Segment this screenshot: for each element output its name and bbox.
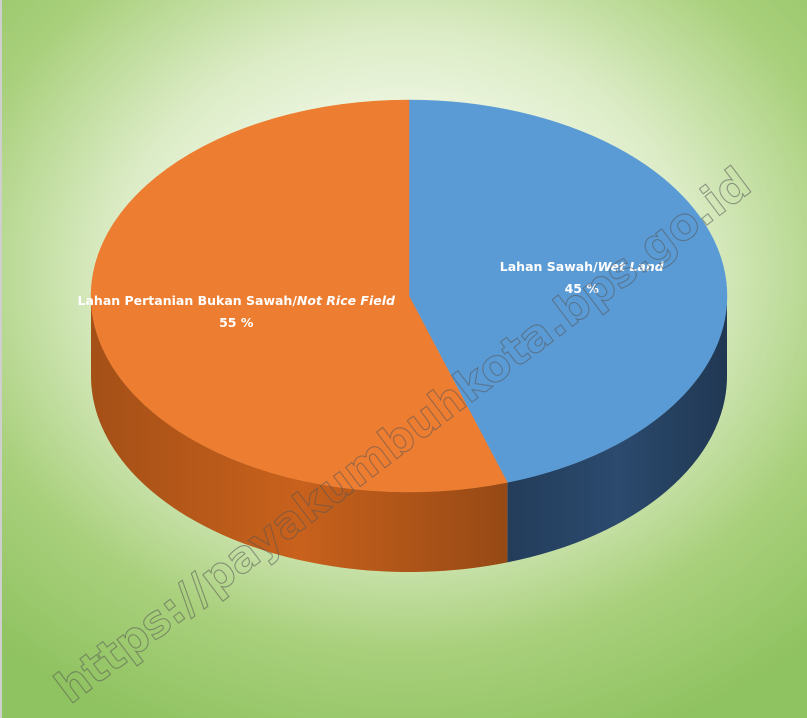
pie-side-shading [90,296,508,573]
slice-label-wet-land: Lahan Sawah/Wet Land [500,259,665,274]
pie-slice-wet-land [408,99,728,483]
pie-slice-not-rice-field [90,99,508,493]
slice-value-not-rice-field: 55 % [219,315,254,330]
slice-value-wet-land: 45 % [565,281,600,296]
frame-border [0,0,2,718]
slice-label-not-rice-field: Lahan Pertanian Bukan Sawah/Not Rice Fie… [78,293,397,308]
pie-side-shading [507,296,727,563]
